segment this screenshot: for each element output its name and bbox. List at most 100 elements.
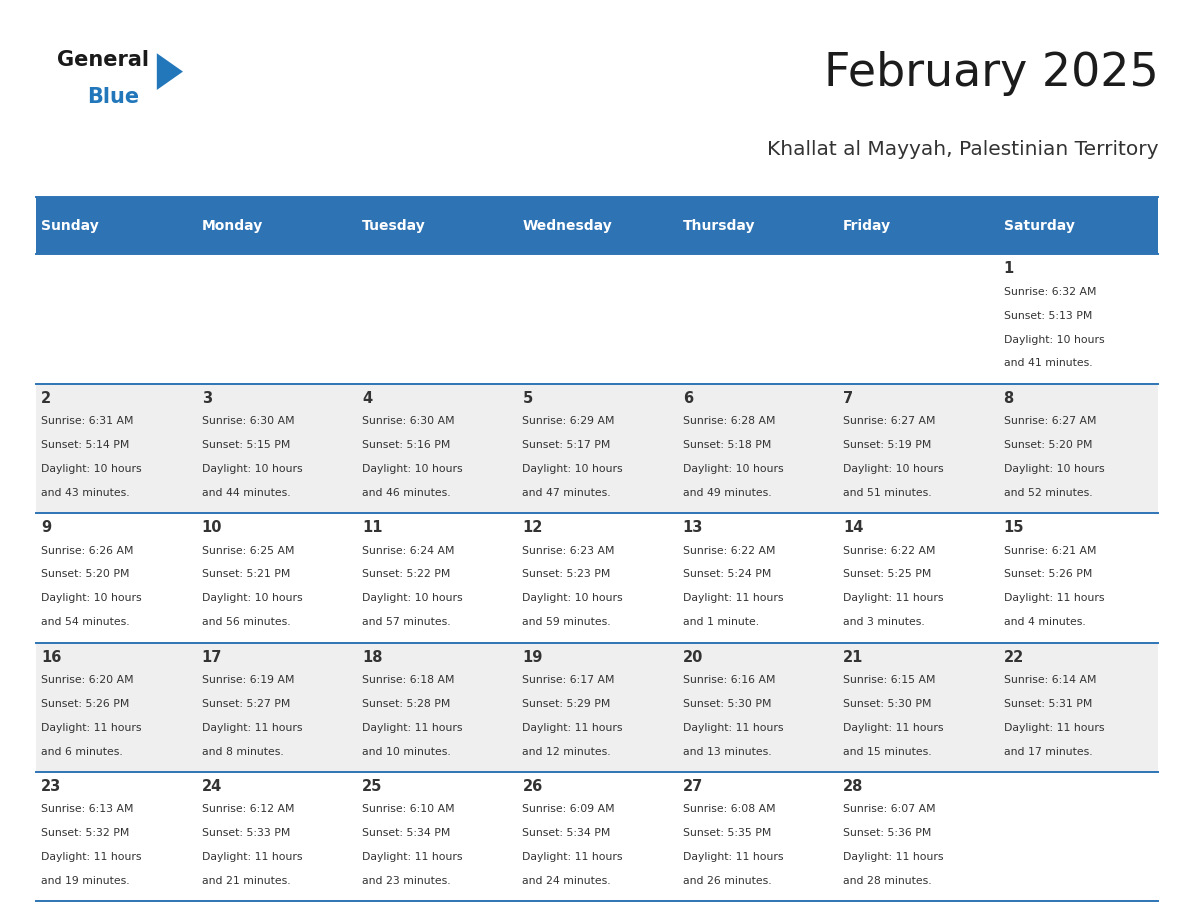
Text: Sunrise: 6:27 AM: Sunrise: 6:27 AM — [1004, 416, 1097, 426]
Text: Friday: Friday — [843, 218, 891, 233]
Text: 21: 21 — [843, 650, 864, 665]
Bar — [838, 772, 998, 901]
Text: Daylight: 11 hours: Daylight: 11 hours — [683, 722, 783, 733]
Text: 7: 7 — [843, 391, 853, 406]
Text: and 12 minutes.: and 12 minutes. — [523, 747, 611, 756]
Text: 14: 14 — [843, 521, 864, 535]
Bar — [517, 513, 677, 643]
Bar — [677, 772, 838, 901]
Text: and 56 minutes.: and 56 minutes. — [202, 618, 290, 627]
Text: and 43 minutes.: and 43 minutes. — [42, 488, 129, 498]
Text: 27: 27 — [683, 779, 703, 794]
Text: and 57 minutes.: and 57 minutes. — [362, 618, 450, 627]
Text: Sunset: 5:26 PM: Sunset: 5:26 PM — [42, 699, 129, 709]
Text: Sunset: 5:20 PM: Sunset: 5:20 PM — [1004, 440, 1092, 450]
Bar — [998, 643, 1158, 772]
Text: Daylight: 10 hours: Daylight: 10 hours — [42, 593, 141, 603]
Bar — [517, 772, 677, 901]
Text: 23: 23 — [42, 779, 62, 794]
Bar — [677, 254, 838, 384]
Bar — [196, 197, 356, 254]
Text: 9: 9 — [42, 521, 51, 535]
Text: 16: 16 — [42, 650, 62, 665]
Text: and 49 minutes.: and 49 minutes. — [683, 488, 771, 498]
Text: Saturday: Saturday — [1004, 218, 1074, 233]
Text: Sunset: 5:23 PM: Sunset: 5:23 PM — [523, 569, 611, 579]
Text: and 46 minutes.: and 46 minutes. — [362, 488, 450, 498]
Text: Sunset: 5:17 PM: Sunset: 5:17 PM — [523, 440, 611, 450]
Text: Sunset: 5:20 PM: Sunset: 5:20 PM — [42, 569, 129, 579]
Text: Sunrise: 6:22 AM: Sunrise: 6:22 AM — [683, 545, 776, 555]
Bar — [36, 197, 196, 254]
Bar — [36, 254, 196, 384]
Bar — [356, 513, 517, 643]
Text: Sunset: 5:26 PM: Sunset: 5:26 PM — [1004, 569, 1092, 579]
Text: Sunset: 5:19 PM: Sunset: 5:19 PM — [843, 440, 931, 450]
Text: Sunrise: 6:17 AM: Sunrise: 6:17 AM — [523, 675, 615, 685]
Text: and 23 minutes.: and 23 minutes. — [362, 877, 450, 886]
Text: Daylight: 11 hours: Daylight: 11 hours — [683, 593, 783, 603]
Bar — [998, 384, 1158, 513]
Text: Daylight: 11 hours: Daylight: 11 hours — [843, 852, 943, 862]
Bar — [356, 254, 517, 384]
Bar — [838, 643, 998, 772]
Text: Sunrise: 6:22 AM: Sunrise: 6:22 AM — [843, 545, 936, 555]
Text: and 19 minutes.: and 19 minutes. — [42, 877, 129, 886]
Text: and 47 minutes.: and 47 minutes. — [523, 488, 611, 498]
Bar — [356, 643, 517, 772]
Text: 11: 11 — [362, 521, 383, 535]
Text: Daylight: 11 hours: Daylight: 11 hours — [1004, 722, 1104, 733]
Text: Daylight: 11 hours: Daylight: 11 hours — [42, 852, 141, 862]
Text: and 3 minutes.: and 3 minutes. — [843, 618, 925, 627]
Text: Sunset: 5:32 PM: Sunset: 5:32 PM — [42, 828, 129, 838]
Bar — [196, 384, 356, 513]
Text: Daylight: 10 hours: Daylight: 10 hours — [683, 464, 783, 474]
Text: 20: 20 — [683, 650, 703, 665]
Text: Daylight: 11 hours: Daylight: 11 hours — [202, 852, 302, 862]
Text: and 6 minutes.: and 6 minutes. — [42, 747, 124, 756]
Text: Sunrise: 6:09 AM: Sunrise: 6:09 AM — [523, 804, 615, 814]
Text: Sunrise: 6:07 AM: Sunrise: 6:07 AM — [843, 804, 936, 814]
Text: Sunset: 5:31 PM: Sunset: 5:31 PM — [1004, 699, 1092, 709]
Text: Sunset: 5:16 PM: Sunset: 5:16 PM — [362, 440, 450, 450]
Text: Daylight: 11 hours: Daylight: 11 hours — [362, 722, 462, 733]
Text: 8: 8 — [1004, 391, 1013, 406]
Text: 15: 15 — [1004, 521, 1024, 535]
Text: Sunrise: 6:30 AM: Sunrise: 6:30 AM — [362, 416, 455, 426]
Text: 12: 12 — [523, 521, 543, 535]
Bar — [998, 254, 1158, 384]
Text: Sunrise: 6:24 AM: Sunrise: 6:24 AM — [362, 545, 455, 555]
Text: 5: 5 — [523, 391, 532, 406]
Bar — [356, 772, 517, 901]
Text: 19: 19 — [523, 650, 543, 665]
Bar — [196, 513, 356, 643]
Text: Wednesday: Wednesday — [523, 218, 612, 233]
Bar — [838, 254, 998, 384]
Text: 6: 6 — [683, 391, 693, 406]
Text: Sunrise: 6:23 AM: Sunrise: 6:23 AM — [523, 545, 615, 555]
Text: Sunset: 5:25 PM: Sunset: 5:25 PM — [843, 569, 931, 579]
Bar — [517, 197, 677, 254]
Text: 17: 17 — [202, 650, 222, 665]
Text: and 21 minutes.: and 21 minutes. — [202, 877, 290, 886]
Bar — [998, 772, 1158, 901]
Text: Sunrise: 6:13 AM: Sunrise: 6:13 AM — [42, 804, 134, 814]
Bar — [838, 384, 998, 513]
Bar — [838, 197, 998, 254]
Text: Sunrise: 6:18 AM: Sunrise: 6:18 AM — [362, 675, 455, 685]
Text: Sunset: 5:34 PM: Sunset: 5:34 PM — [523, 828, 611, 838]
Text: Sunrise: 6:25 AM: Sunrise: 6:25 AM — [202, 545, 295, 555]
Text: and 44 minutes.: and 44 minutes. — [202, 488, 290, 498]
Text: 24: 24 — [202, 779, 222, 794]
Text: Daylight: 10 hours: Daylight: 10 hours — [202, 464, 302, 474]
Bar — [677, 513, 838, 643]
Text: 10: 10 — [202, 521, 222, 535]
Text: Daylight: 10 hours: Daylight: 10 hours — [362, 593, 462, 603]
Text: Sunset: 5:29 PM: Sunset: 5:29 PM — [523, 699, 611, 709]
Text: Blue: Blue — [87, 87, 139, 107]
Text: Sunrise: 6:32 AM: Sunrise: 6:32 AM — [1004, 286, 1097, 297]
Text: Sunrise: 6:20 AM: Sunrise: 6:20 AM — [42, 675, 134, 685]
Text: and 10 minutes.: and 10 minutes. — [362, 747, 450, 756]
Text: 2: 2 — [42, 391, 51, 406]
Text: and 15 minutes.: and 15 minutes. — [843, 747, 931, 756]
